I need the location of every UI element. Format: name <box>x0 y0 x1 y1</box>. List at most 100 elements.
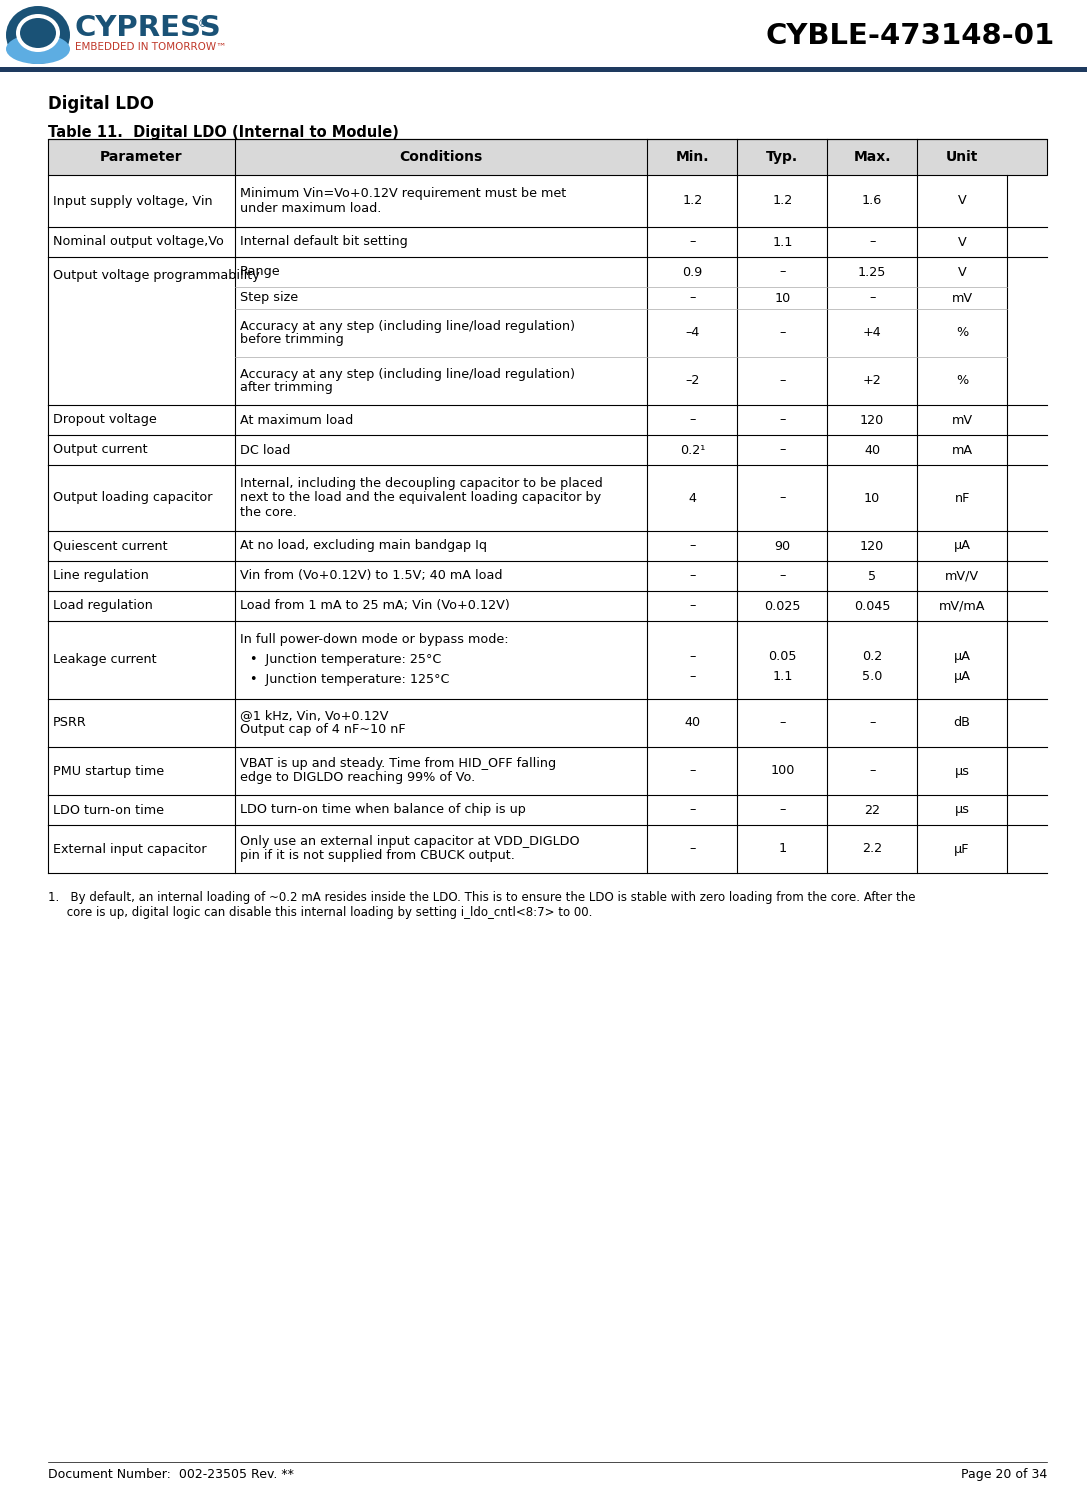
Text: PSRR: PSRR <box>53 717 87 729</box>
Text: μA: μA <box>953 539 971 553</box>
Bar <box>48 562 1047 592</box>
Bar <box>48 139 1047 175</box>
Text: 0.9: 0.9 <box>683 266 702 278</box>
Text: –: – <box>779 492 786 505</box>
Text: mA: mA <box>951 444 973 457</box>
Text: LDO turn-on time when balance of chip is up: LDO turn-on time when balance of chip is… <box>240 804 526 817</box>
Text: –: – <box>779 327 786 339</box>
Text: Accuracy at any step (including line/load regulation): Accuracy at any step (including line/loa… <box>240 368 575 381</box>
Text: 5: 5 <box>869 569 876 583</box>
Bar <box>48 622 1047 699</box>
Text: after trimming: after trimming <box>240 381 333 394</box>
Bar <box>0 67 1087 72</box>
Text: +2: +2 <box>863 375 882 387</box>
Text: CYBLE-473148-01: CYBLE-473148-01 <box>765 22 1055 49</box>
Text: •  Junction temperature: 125°C: • Junction temperature: 125°C <box>250 672 449 686</box>
Text: –: – <box>689 569 696 583</box>
Text: In full power-down mode or bypass mode:: In full power-down mode or bypass mode: <box>240 633 509 645</box>
Text: 120: 120 <box>860 414 885 426</box>
Text: pin if it is not supplied from CBUCK output.: pin if it is not supplied from CBUCK out… <box>240 850 514 862</box>
Text: Range: Range <box>240 266 280 278</box>
Text: 1.2: 1.2 <box>683 194 702 208</box>
Text: PMU startup time: PMU startup time <box>53 765 164 777</box>
Text: nF: nF <box>954 492 970 505</box>
Text: 1.1: 1.1 <box>772 236 792 248</box>
Text: 1.   By default, an internal loading of ~0.2 mA resides inside the LDO. This is : 1. By default, an internal loading of ~0… <box>48 890 915 904</box>
Text: Accuracy at any step (including line/load regulation): Accuracy at any step (including line/loa… <box>240 320 575 333</box>
Text: the core.: the core. <box>240 505 297 518</box>
Text: Output loading capacitor: Output loading capacitor <box>53 492 212 505</box>
Text: V: V <box>958 236 966 248</box>
Ellipse shape <box>7 34 70 64</box>
Text: –: – <box>779 804 786 817</box>
Bar <box>48 227 1047 257</box>
Text: Leakage current: Leakage current <box>53 653 157 666</box>
Text: External input capacitor: External input capacitor <box>53 843 207 856</box>
Bar <box>48 257 1047 405</box>
Bar <box>48 435 1047 465</box>
Text: DC load: DC load <box>240 444 290 457</box>
Text: At maximum load: At maximum load <box>240 414 353 426</box>
Text: 22: 22 <box>864 804 880 817</box>
Text: %: % <box>955 375 969 387</box>
Text: 1.6: 1.6 <box>862 194 883 208</box>
Text: μA: μA <box>953 669 971 683</box>
Text: core is up, digital logic can disable this internal loading by setting i_ldo_cnt: core is up, digital logic can disable th… <box>48 905 592 919</box>
Text: Parameter: Parameter <box>100 149 183 164</box>
Text: Max.: Max. <box>853 149 891 164</box>
Text: 120: 120 <box>860 539 885 553</box>
Text: Step size: Step size <box>240 291 298 305</box>
Text: μs: μs <box>954 804 970 817</box>
Text: –: – <box>869 291 875 305</box>
Text: mV: mV <box>951 291 973 305</box>
Bar <box>48 405 1047 435</box>
Text: –: – <box>869 236 875 248</box>
Text: 40: 40 <box>685 717 700 729</box>
Bar <box>48 139 1047 175</box>
Text: 1.2: 1.2 <box>772 194 792 208</box>
Text: –: – <box>779 717 786 729</box>
Text: Unit: Unit <box>946 149 978 164</box>
Text: 40: 40 <box>864 444 880 457</box>
Text: –: – <box>779 375 786 387</box>
Text: μF: μF <box>954 843 970 856</box>
Text: •  Junction temperature: 25°C: • Junction temperature: 25°C <box>250 653 441 666</box>
Text: 0.2¹: 0.2¹ <box>679 444 705 457</box>
Text: mV: mV <box>951 414 973 426</box>
Text: –: – <box>689 669 696 683</box>
Text: 2.2: 2.2 <box>862 843 883 856</box>
Text: @1 kHz, Vin, Vo+0.12V: @1 kHz, Vin, Vo+0.12V <box>240 710 388 723</box>
Text: –: – <box>689 765 696 777</box>
Ellipse shape <box>7 6 70 64</box>
Text: Vin from (Vo+0.12V) to 1.5V; 40 mA load: Vin from (Vo+0.12V) to 1.5V; 40 mA load <box>240 569 502 583</box>
Bar <box>48 825 1047 872</box>
Text: before trimming: before trimming <box>240 333 343 347</box>
Text: –: – <box>869 765 875 777</box>
Ellipse shape <box>20 18 57 48</box>
Text: 0.045: 0.045 <box>854 599 890 613</box>
Text: edge to DIGLDO reaching 99% of Vo.: edge to DIGLDO reaching 99% of Vo. <box>240 771 475 784</box>
Text: μs: μs <box>954 765 970 777</box>
Text: V: V <box>958 194 966 208</box>
Text: –: – <box>689 291 696 305</box>
Text: Nominal output voltage,Vo: Nominal output voltage,Vo <box>53 236 224 248</box>
Text: Load from 1 mA to 25 mA; Vin (Vo+0.12V): Load from 1 mA to 25 mA; Vin (Vo+0.12V) <box>240 599 510 613</box>
Text: Output cap of 4 nF~10 nF: Output cap of 4 nF~10 nF <box>240 723 405 737</box>
Text: %: % <box>955 327 969 339</box>
Text: Digital LDO: Digital LDO <box>48 96 154 114</box>
Text: V: V <box>958 266 966 278</box>
Text: Only use an external input capacitor at VDD_DIGLDO: Only use an external input capacitor at … <box>240 835 579 849</box>
Text: Internal default bit setting: Internal default bit setting <box>240 236 408 248</box>
Text: Output voltage programmability: Output voltage programmability <box>53 269 260 282</box>
Bar <box>48 795 1047 825</box>
Text: 4: 4 <box>688 492 697 505</box>
Bar <box>48 747 1047 795</box>
Text: –: – <box>779 444 786 457</box>
Text: –2: –2 <box>685 375 700 387</box>
Text: 5.0: 5.0 <box>862 669 883 683</box>
Text: LDO turn-on time: LDO turn-on time <box>53 804 164 817</box>
Text: mV/V: mV/V <box>945 569 979 583</box>
Text: Page 20 of 34: Page 20 of 34 <box>961 1469 1047 1481</box>
Ellipse shape <box>16 13 60 52</box>
Text: –: – <box>689 539 696 553</box>
